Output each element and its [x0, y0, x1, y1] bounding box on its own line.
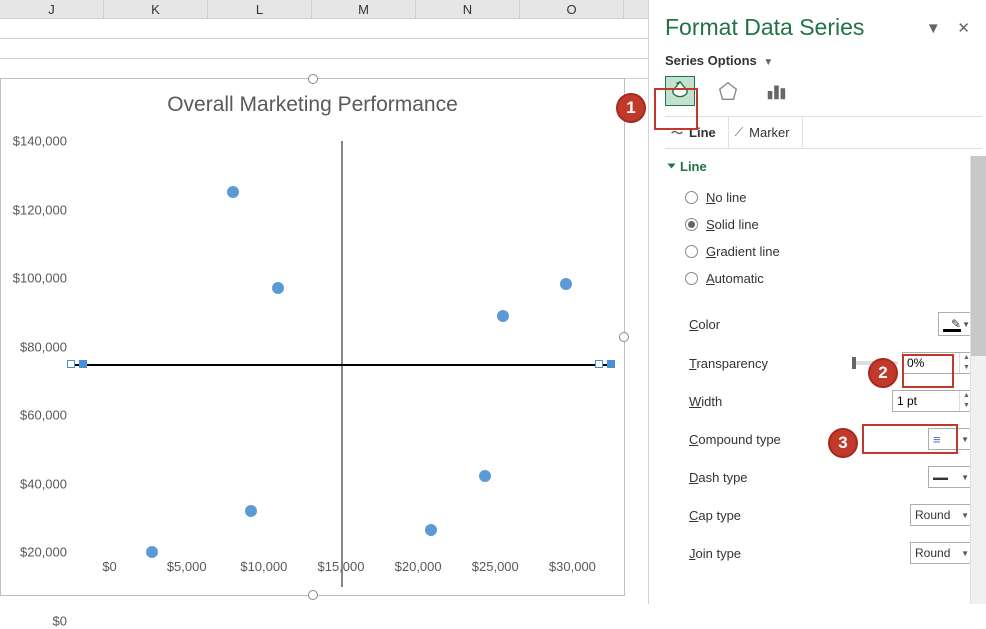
line-type-radios: No line Solid line Gradient line Automat…	[649, 180, 986, 300]
y-tick-label: $140,000	[13, 134, 67, 149]
automatic-radio[interactable]: Automatic	[685, 265, 970, 292]
scatter-point[interactable]	[560, 278, 572, 290]
line-marker-tabs: 〜 Line ⟋ Marker	[665, 116, 982, 149]
y-tick-label: $120,000	[13, 202, 67, 217]
col-header[interactable]: J	[0, 0, 104, 18]
row[interactable]	[0, 59, 648, 79]
col-header[interactable]: O	[520, 0, 624, 18]
transparency-label: Transparency	[689, 356, 768, 371]
y-tick-label: $60,000	[20, 408, 67, 423]
scatter-point[interactable]	[272, 282, 284, 294]
x-tick-label: $30,000	[534, 559, 611, 581]
scatter-point[interactable]	[425, 524, 437, 536]
join-label: Join type	[689, 546, 741, 561]
color-label: Color	[689, 317, 720, 332]
dropdown-icon[interactable]: ▼	[763, 57, 773, 68]
col-header[interactable]: M	[312, 0, 416, 18]
x-tick-label: $5,000	[148, 559, 225, 581]
category-tabs	[649, 72, 986, 116]
y-tick-label: $80,000	[20, 339, 67, 354]
y-tick-label: $20,000	[20, 545, 67, 560]
expand-icon	[668, 164, 676, 169]
series-options-label[interactable]: Series Options	[665, 53, 757, 68]
x-axis: $0 $5,000 $10,000 $15,000 $20,000 $25,00…	[71, 559, 611, 581]
annotation-callout-2: 2	[868, 358, 898, 388]
scroll-thumb[interactable]	[971, 156, 986, 356]
scatter-point[interactable]	[146, 546, 158, 558]
column-headers: J K L M N O	[0, 0, 648, 19]
annotation-callout-1: 1	[616, 93, 646, 123]
chart-title[interactable]: Overall Marketing Performance	[1, 79, 624, 125]
series-endpoint-handle[interactable]	[67, 360, 75, 368]
y-tick-label: $100,000	[13, 271, 67, 286]
resize-handle[interactable]	[619, 332, 629, 342]
resize-handle[interactable]	[308, 74, 318, 84]
x-tick-label: $25,000	[457, 559, 534, 581]
no-line-radio[interactable]: No line	[685, 184, 970, 211]
annotation-box-1	[654, 88, 698, 130]
dash-label: Dash type	[689, 470, 748, 485]
join-type-row: Join type Round▼	[689, 534, 974, 572]
x-tick-label: $20,000	[380, 559, 457, 581]
chart-object[interactable]: Overall Marketing Performance $140,000 $…	[0, 78, 625, 596]
scatter-point[interactable]	[479, 470, 491, 482]
col-header[interactable]: N	[416, 0, 520, 18]
col-header[interactable]: L	[208, 0, 312, 18]
cap-type-row: Cap type Round▼	[689, 496, 974, 534]
series-options-tab[interactable]	[761, 76, 791, 106]
cap-type-dropdown[interactable]: Round▼	[910, 504, 974, 526]
marker-subtab[interactable]: ⟋ Marker	[729, 117, 803, 148]
series-endpoint-handle[interactable]	[595, 360, 603, 368]
y-axis: $140,000 $120,000 $100,000 $80,000 $60,0…	[1, 141, 71, 621]
y-tick-label: $0	[53, 614, 67, 629]
width-label: Width	[689, 394, 722, 409]
marker-subtab-label: Marker	[749, 125, 789, 140]
spreadsheet-area: J K L M N O Overall Marketing Performanc…	[0, 0, 648, 604]
marker-icon: ⟋	[735, 125, 743, 140]
dash-type-row: Dash type ▬▬▼	[689, 458, 974, 496]
pane-menu-icon[interactable]: ▼ ✕	[926, 19, 970, 37]
compound-label: Compound type	[689, 432, 781, 447]
scatter-point[interactable]	[497, 310, 509, 322]
row[interactable]	[0, 39, 648, 59]
format-pane: Format Data Series ▼ ✕ Series Options ▼ …	[648, 0, 986, 604]
horizontal-series-line[interactable]	[71, 364, 611, 366]
scatter-point[interactable]	[245, 505, 257, 517]
dash-type-dropdown[interactable]: ▬▬▼	[928, 466, 974, 488]
scatter-point[interactable]	[227, 186, 239, 198]
gradient-line-radio[interactable]: Gradient line	[685, 238, 970, 265]
row[interactable]	[0, 19, 648, 39]
x-tick-label: $15,000	[302, 559, 379, 581]
join-type-dropdown[interactable]: Round▼	[910, 542, 974, 564]
x-tick-label: $10,000	[225, 559, 302, 581]
plot-area[interactable]	[71, 141, 611, 621]
effects-tab[interactable]	[713, 76, 743, 106]
col-header[interactable]: K	[104, 0, 208, 18]
series-endpoint-handle[interactable]	[607, 360, 615, 368]
solid-line-radio[interactable]: Solid line	[685, 211, 970, 238]
x-tick-label: $0	[71, 559, 148, 581]
series-endpoint-handle[interactable]	[79, 360, 87, 368]
color-row: Color ✎▼	[689, 304, 974, 344]
annotation-box-2	[902, 354, 954, 388]
y-tick-label: $40,000	[20, 476, 67, 491]
pane-title: Format Data Series	[665, 14, 864, 41]
line-section-header[interactable]: Line	[649, 149, 986, 180]
annotation-box-3	[862, 424, 958, 454]
annotation-callout-3: 3	[828, 428, 858, 458]
cap-label: Cap type	[689, 508, 741, 523]
scrollbar[interactable]	[970, 156, 986, 604]
color-picker-button[interactable]: ✎▼	[938, 312, 974, 336]
